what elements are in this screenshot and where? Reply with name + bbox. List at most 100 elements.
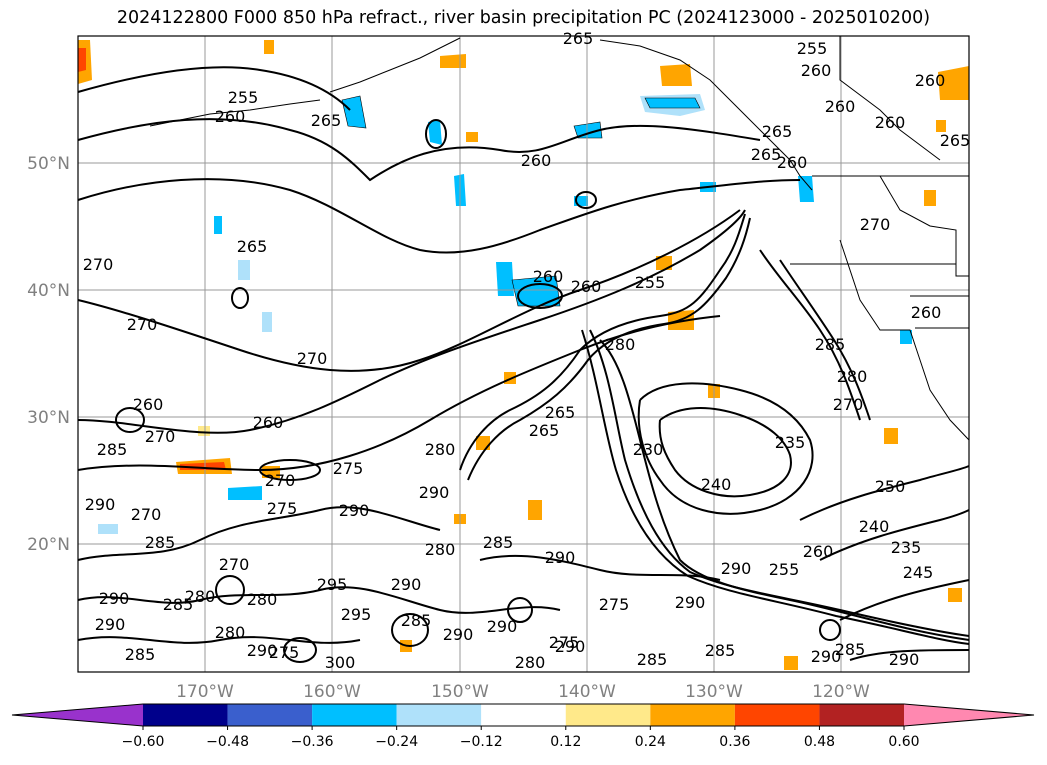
negative-precip-patches [98, 94, 912, 534]
contour-label: 290 [443, 625, 474, 644]
contour-label: 230 [633, 440, 664, 459]
contour-label: 270 [145, 427, 176, 446]
contour-label: 260 [915, 71, 946, 90]
colorbar-extend-low [12, 704, 143, 726]
contour-label: 270 [265, 471, 296, 490]
contour-label: 270 [131, 505, 162, 524]
contour-label: 280 [247, 590, 278, 609]
contour-label: 260 [801, 61, 832, 80]
map-frame [77, 35, 970, 673]
contour-label: 275 [333, 459, 364, 478]
colorbar-segment [819, 704, 904, 726]
contour-label: 280 [215, 623, 246, 642]
lon-label: 140°W [558, 682, 616, 702]
colorbar [11, 703, 1035, 727]
colorbar-segment [650, 704, 735, 726]
contour-label: 285 [401, 611, 432, 630]
contour-label: 280 [605, 335, 636, 354]
colorbar-segment [481, 704, 566, 726]
refractivity-contours [77, 66, 970, 663]
lat-label: 30°N [27, 408, 70, 428]
contour-label: 255 [635, 273, 666, 292]
contour-label: 260 [253, 413, 284, 432]
contour-label: 265 [545, 403, 576, 422]
colorbar-ticks: −0.60 −0.48 −0.36 −0.24 −0.12 0.12 0.24 0.36 0.4… [122, 726, 920, 750]
contour-label: 255 [797, 39, 828, 58]
contour-label: 260 [215, 107, 246, 126]
contour-label: 265 [237, 237, 268, 256]
contour-label: 285 [125, 645, 156, 664]
contour-label: 280 [837, 367, 868, 386]
contour-label: 285 [97, 440, 128, 459]
colorbar-tick-label: −0.12 [460, 734, 503, 750]
latitude-labels: 50°N 40°N 30°N 20°N [27, 154, 70, 555]
colorbar-segment [396, 704, 482, 726]
contour-label: 290 [391, 575, 422, 594]
colorbar-segment [565, 704, 651, 726]
colorbar-segment [227, 704, 313, 726]
contour-label: 260 [521, 151, 552, 170]
contour-label: 240 [701, 475, 732, 494]
contour-label: 290 [889, 650, 920, 669]
longitude-labels: 170°W 160°W 150°W 140°W 130°W 120°W [176, 682, 870, 702]
lat-label: 40°N [27, 281, 70, 301]
contour-label: 270 [83, 255, 114, 274]
contour-label: 270 [833, 395, 864, 414]
contour-label: 290 [99, 589, 130, 608]
contour-label: 285 [483, 533, 514, 552]
contour-label: 290 [555, 637, 586, 656]
contour-label: 275 [599, 595, 630, 614]
contour-label: 255 [769, 560, 800, 579]
contour-label: 270 [219, 555, 250, 574]
contour-label: 260 [533, 267, 564, 286]
lon-label: 150°W [431, 682, 489, 702]
lon-label: 170°W [176, 682, 234, 702]
contour-label: 290 [85, 495, 116, 514]
contour-label: 255 [228, 88, 259, 107]
colorbar-tick-label: −0.60 [122, 734, 165, 750]
contour-label: 290 [811, 647, 842, 666]
contour-label: 290 [339, 501, 370, 520]
map-background [78, 36, 969, 672]
contour-label: 290 [247, 641, 278, 660]
contour-label: 270 [860, 215, 891, 234]
contour-label: 290 [675, 593, 706, 612]
contour-label: 285 [163, 595, 194, 614]
colorbar-tick-label: 0.36 [719, 734, 750, 750]
colorbar-extend-high [904, 704, 1034, 726]
colorbar-segment [143, 704, 228, 726]
contour-label: 290 [419, 483, 450, 502]
lon-label: 120°W [812, 682, 870, 702]
coastlines [149, 36, 970, 441]
contour-label: 290 [95, 615, 126, 634]
contour-label: 270 [297, 349, 328, 368]
colorbar-segment [312, 704, 397, 726]
colorbar-tick-label: 0.48 [804, 734, 835, 750]
graticule [78, 36, 969, 672]
contour-label: 275 [549, 633, 580, 652]
contour-label: 265 [762, 122, 793, 141]
contour-label: 265 [563, 29, 594, 48]
contour-label: 260 [875, 113, 906, 132]
contour-label: 285 [835, 640, 866, 659]
contour-label: 290 [545, 548, 576, 567]
contour-label: 275 [267, 499, 298, 518]
contour-label: 260 [825, 97, 856, 116]
colorbar-tick-label: 0.12 [550, 734, 581, 750]
contour-label: 280 [425, 440, 456, 459]
contour-label: 290 [721, 559, 752, 578]
contour-label: 260 [571, 277, 602, 296]
contour-label: 265 [940, 131, 971, 150]
contour-label: 240 [859, 517, 890, 536]
contour-label: 260 [133, 395, 164, 414]
colorbar-tick-label: 0.24 [635, 734, 666, 750]
contour-label: 260 [803, 542, 834, 561]
contour-label: 260 [911, 303, 942, 322]
contour-label: 300 [325, 653, 356, 672]
contour-label: 290 [487, 617, 518, 636]
contour-label: 280 [515, 653, 546, 672]
colorbar-tick-label: −0.36 [291, 734, 334, 750]
contour-label: 275 [269, 643, 300, 662]
